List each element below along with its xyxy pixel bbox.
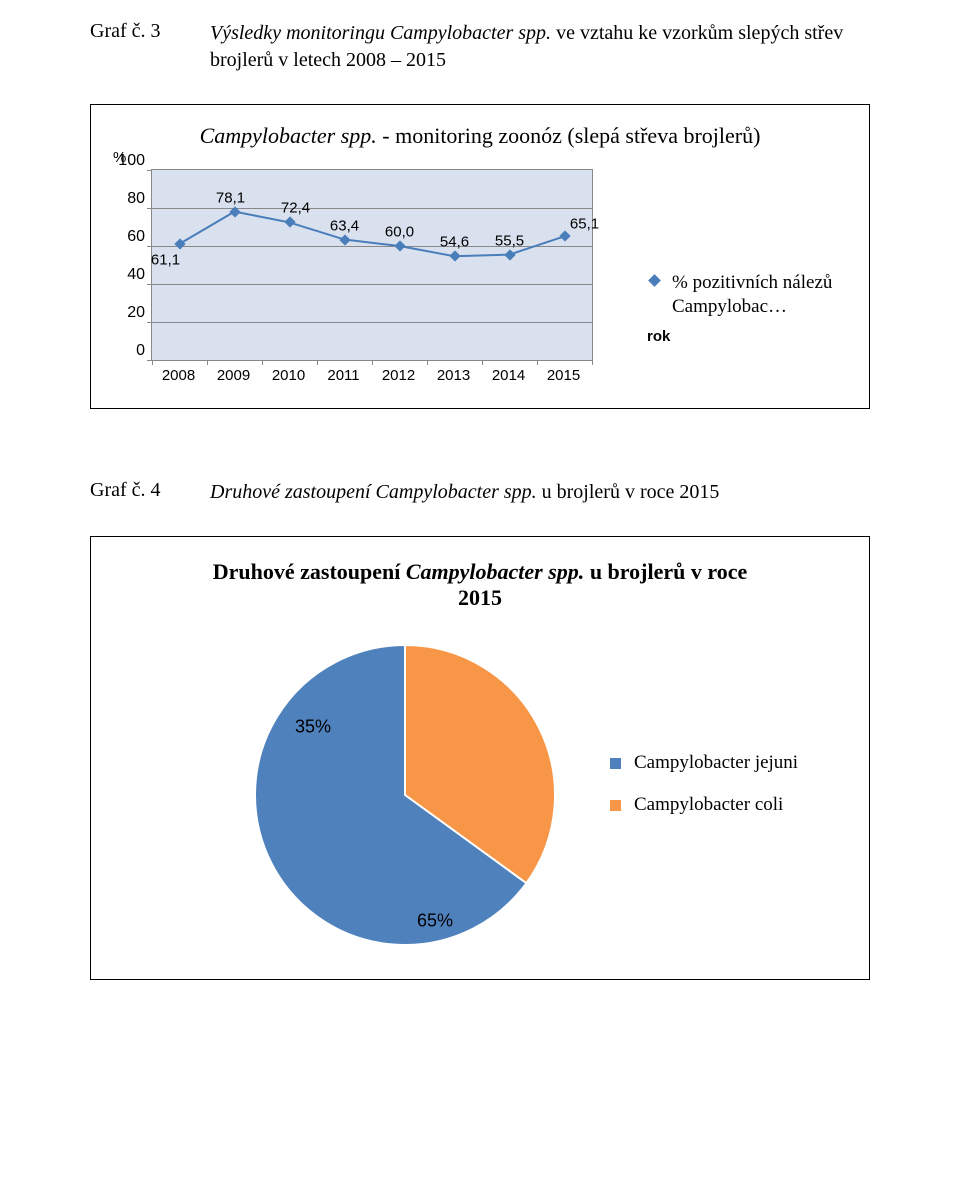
x-axis-title: rok <box>647 328 849 345</box>
line-chart-inner: % 100806040200 61,178,172,463,460,054,65… <box>111 151 849 384</box>
legend-label: % pozitivních nálezů Campylobac… <box>672 271 849 320</box>
legend-item: Campylobacter jejuni <box>609 751 845 775</box>
heading-number: Graf č. 3 <box>90 20 210 74</box>
plot-area: 61,178,172,463,460,054,655,565,1 <box>151 169 593 361</box>
pie-legend: Campylobacter jejuni Campylobacter coli <box>555 645 845 836</box>
line-chart-left: % 100806040200 61,178,172,463,460,054,65… <box>111 151 611 384</box>
legend-item: Campylobacter coli <box>609 793 845 817</box>
title-plain: - monitoring zoonóz (slepá střeva brojle… <box>377 123 761 148</box>
legend-label: Campylobacter coli <box>634 793 845 817</box>
pie-title-plain1: Druhové zastoupení <box>213 559 406 584</box>
line-chart: 100806040200 61,178,172,463,460,054,655,… <box>111 151 611 384</box>
line-chart-box: Campylobacter spp. - monitoring zoonóz (… <box>90 104 870 409</box>
legend-label: Campylobacter jejuni <box>634 751 845 775</box>
line-chart-title: Campylobacter spp. - monitoring zoonóz (… <box>111 123 849 149</box>
pie-holder: 35%65% <box>255 645 555 945</box>
pie-chart-title: Druhové zastoupení Campylobacter spp. u … <box>200 559 760 611</box>
pie-row: 35%65% Campylobacter jejuniCampylobacter… <box>115 645 845 945</box>
y-axis: 100806040200 <box>111 151 151 359</box>
heading-graf-3: Graf č. 3 Výsledky monitoringu Campyloba… <box>90 20 870 74</box>
legend-item: % pozitivních nálezů Campylobac… <box>647 271 849 320</box>
pie-chart-box: Druhové zastoupení Campylobacter spp. u … <box>90 536 870 980</box>
heading-plain: u brojlerů v roce 2015 <box>537 481 720 503</box>
heading-number: Graf č. 4 <box>90 479 210 506</box>
plot-column: 61,178,172,463,460,054,655,565,1 2008200… <box>151 151 611 384</box>
heading-italic: Výsledky monitoringu Campylobacter spp. <box>210 22 556 44</box>
heading-text: Výsledky monitoringu Campylobacter spp. … <box>210 20 870 74</box>
heading-italic: Druhové zastoupení Campylobacter spp. <box>210 481 537 503</box>
legend-marker <box>647 273 662 288</box>
line-chart-wrap: % 100806040200 61,178,172,463,460,054,65… <box>111 151 611 384</box>
x-axis: 20082009201020112012201320142015 <box>151 367 591 384</box>
page: Graf č. 3 Výsledky monitoringu Campyloba… <box>0 0 960 1020</box>
line-chart-legend: % pozitivních nálezů Campylobac… rok <box>611 151 849 345</box>
heading-graf-4: Graf č. 4 Druhové zastoupení Campylobact… <box>90 479 870 506</box>
title-italic: Campylobacter spp. <box>200 123 377 148</box>
pie-title-italic: Campylobacter spp. <box>406 559 584 584</box>
heading-text: Druhové zastoupení Campylobacter spp. u … <box>210 479 870 506</box>
